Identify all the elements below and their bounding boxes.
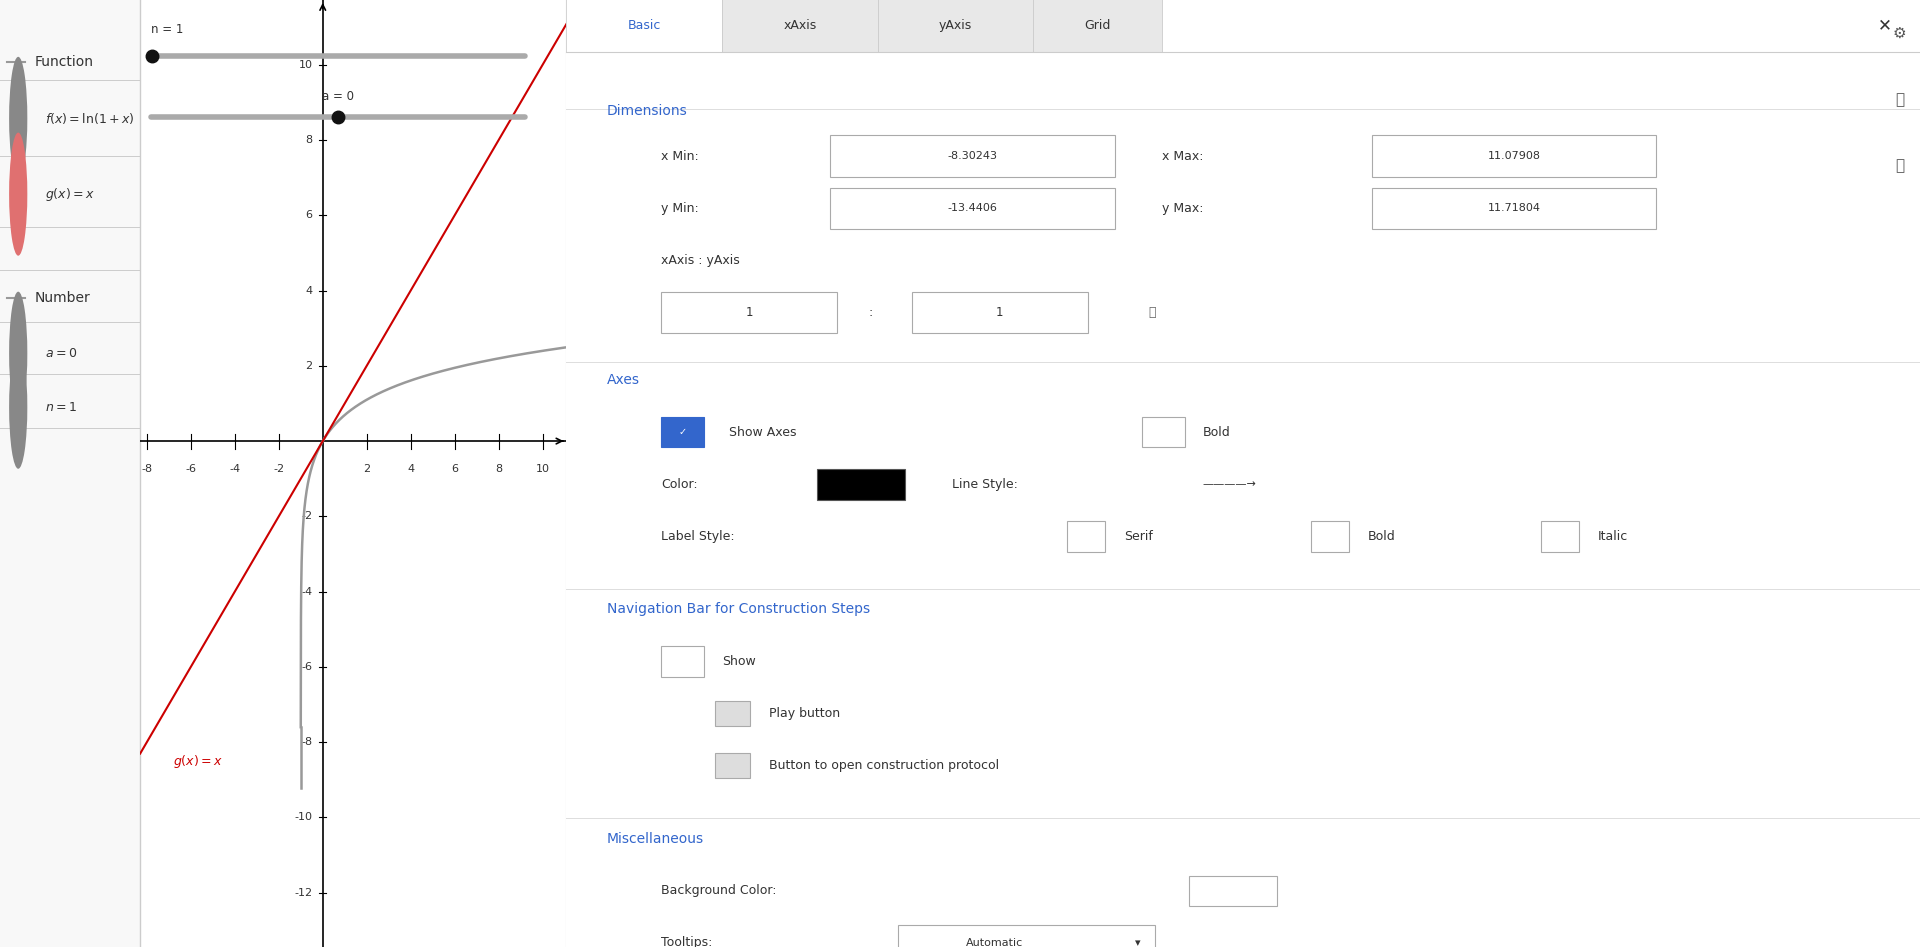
Text: 6: 6 [305,210,313,221]
Text: n = 1: n = 1 [152,23,184,36]
Bar [1033,0,1162,52]
Text: 〜: 〜 [1895,158,1905,173]
Text: 1: 1 [745,306,753,319]
Text: -13.4406: -13.4406 [948,204,996,213]
Bar [816,470,904,500]
Text: -10: -10 [294,813,313,823]
Text: ⚙: ⚙ [1893,26,1907,41]
Text: -6: -6 [301,662,313,672]
Text: ▾: ▾ [1135,938,1140,947]
Text: Serif: Serif [1123,530,1152,543]
Bar [829,135,1116,177]
Text: Button to open construction protocol: Button to open construction protocol [770,759,1000,772]
Text: Dimensions: Dimensions [607,104,687,118]
Text: xAxis: xAxis [783,19,816,31]
Text: $a = 0$: $a = 0$ [44,347,77,360]
Text: $n = 1$: $n = 1$ [44,401,77,414]
Text: 1: 1 [996,306,1004,319]
Text: -2: -2 [273,464,284,474]
Text: -4: -4 [228,464,240,474]
Bar [1371,135,1657,177]
Text: 2: 2 [363,464,371,474]
Text: 4: 4 [305,285,313,295]
Bar [1542,522,1578,552]
Bar [716,702,751,726]
Text: Bold: Bold [1367,530,1396,543]
Text: 2: 2 [305,361,313,371]
Text: Show Axes: Show Axes [730,426,797,438]
Text: -12: -12 [294,887,313,898]
Bar [660,418,705,448]
Bar [899,925,1156,947]
Text: Tooltips:: Tooltips: [660,937,712,947]
Text: Basic: Basic [628,19,660,31]
Text: y Max:: y Max: [1162,202,1204,215]
Bar [722,0,877,52]
Text: 11.07908: 11.07908 [1488,152,1540,161]
Text: -6: -6 [186,464,196,474]
Text: a = 0: a = 0 [323,90,353,103]
Bar [566,0,722,52]
Text: 10: 10 [536,464,549,474]
Bar [1311,522,1348,552]
Bar [1188,876,1277,906]
Text: x Max:: x Max: [1162,150,1204,163]
Text: Italic: Italic [1597,530,1628,543]
Bar [1371,188,1657,229]
Bar [1142,418,1185,448]
Text: 8: 8 [305,135,313,145]
Text: 8: 8 [495,464,503,474]
Text: 🔒: 🔒 [1148,306,1156,319]
Bar [912,292,1087,333]
Circle shape [10,57,27,180]
Circle shape [10,292,27,415]
Text: yAxis: yAxis [939,19,972,31]
Text: Line Style:: Line Style: [952,478,1018,491]
Text: ✓: ✓ [680,427,687,438]
Text: y Min:: y Min: [660,202,699,215]
Circle shape [10,346,27,469]
Text: Function: Function [35,55,94,68]
Text: $f(x) = \ln(1 + x)$: $f(x) = \ln(1 + x)$ [44,111,134,126]
Text: Navigation Bar for Construction Steps: Navigation Bar for Construction Steps [607,602,870,616]
Text: $g(x) = x$: $g(x) = x$ [44,186,94,203]
Circle shape [10,133,27,256]
Text: Miscellaneous: Miscellaneous [607,831,705,846]
Bar [660,292,837,333]
Text: 6: 6 [451,464,459,474]
Text: x Min:: x Min: [660,150,699,163]
Text: -8: -8 [301,737,313,747]
Text: :: : [870,306,874,319]
Bar [829,188,1116,229]
Text: Color:: Color: [660,478,697,491]
Text: 10: 10 [298,60,313,70]
Text: -8.30243: -8.30243 [947,152,998,161]
Text: xAxis : yAxis: xAxis : yAxis [660,254,739,267]
Text: ————→: ————→ [1202,479,1256,490]
Bar [1068,522,1106,552]
Text: -8: -8 [142,464,152,474]
Text: Grid: Grid [1085,19,1112,31]
Text: $g(x) = x$: $g(x) = x$ [173,753,223,770]
Text: Show: Show [722,655,756,668]
Text: Play button: Play button [770,707,841,720]
Bar [660,647,705,677]
Text: Automatic: Automatic [966,938,1023,947]
Bar [877,0,1033,52]
Text: 4: 4 [407,464,415,474]
Text: -4: -4 [301,586,313,597]
Text: Axes: Axes [607,373,639,387]
Text: Background Color:: Background Color: [660,884,778,897]
Text: -2: -2 [301,511,313,522]
Text: Bold: Bold [1202,426,1231,438]
Text: Number: Number [35,292,90,305]
Bar [716,754,751,778]
Text: 11.71804: 11.71804 [1488,204,1540,213]
Text: Label Style:: Label Style: [660,530,735,543]
Text: ✕: ✕ [1878,16,1891,34]
Text: 🖌: 🖌 [1895,92,1905,107]
